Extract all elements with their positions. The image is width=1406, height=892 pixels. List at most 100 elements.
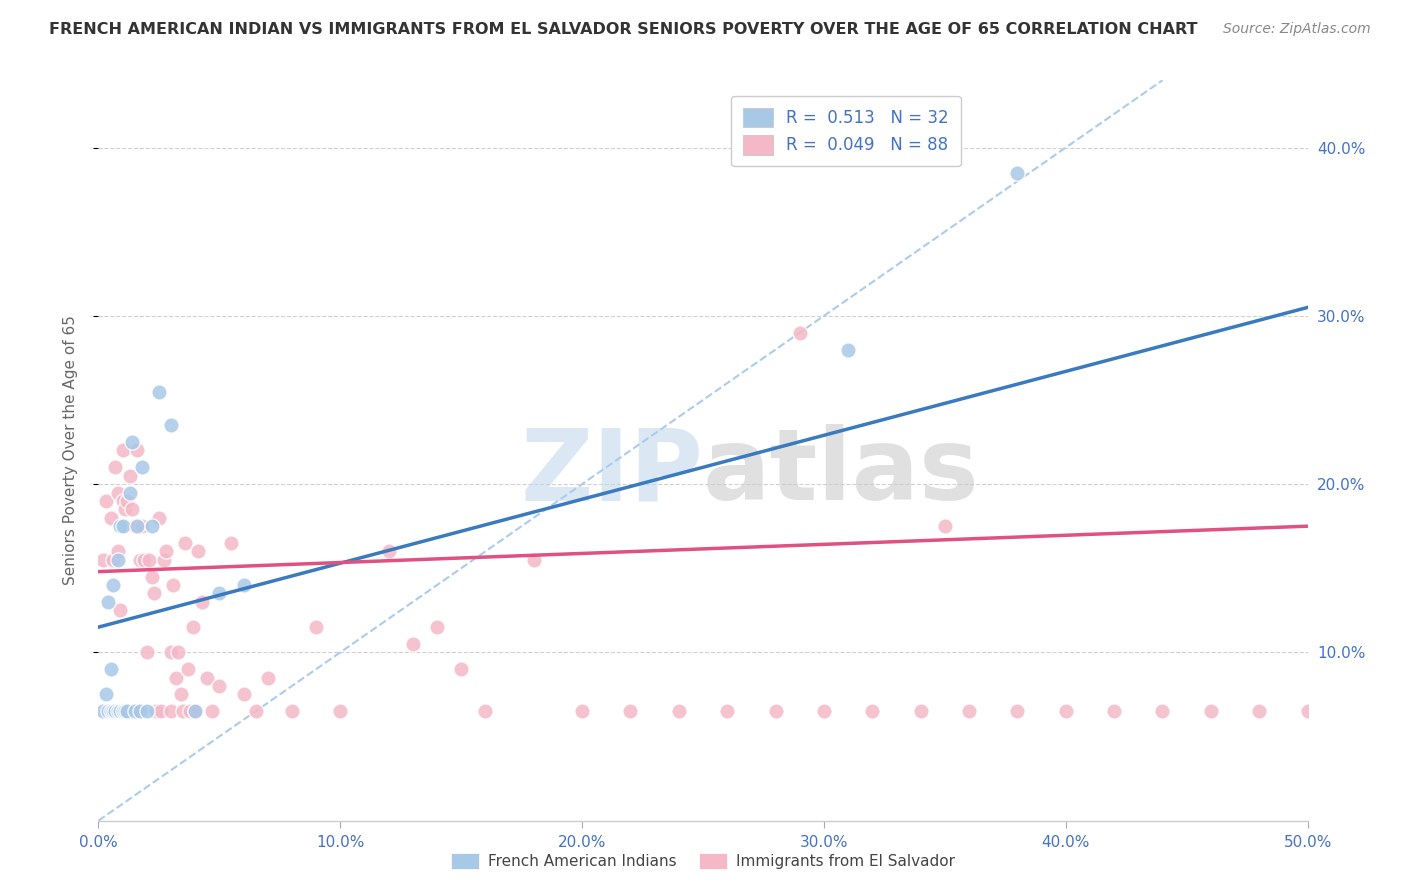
Point (117, 704, 139, 718)
Point (232, 688, 254, 702)
Point (245, 704, 267, 718)
Point (668, 704, 690, 718)
Point (101, 704, 124, 718)
Point (108, 704, 131, 718)
Point (135, 704, 157, 718)
Point (94, 704, 117, 718)
Point (107, 553, 129, 567)
Point (97, 704, 120, 718)
Point (124, 704, 146, 718)
Point (191, 595, 214, 609)
Point (108, 704, 131, 718)
Point (114, 502, 136, 516)
Point (195, 671, 218, 685)
Point (107, 704, 129, 718)
Point (187, 544, 209, 558)
Point (134, 553, 156, 567)
Point (124, 519, 146, 533)
Point (1296, 704, 1319, 718)
Point (179, 704, 201, 718)
Point (111, 494, 134, 508)
Point (141, 519, 163, 533)
Point (1102, 704, 1125, 718)
Point (107, 704, 129, 718)
Point (305, 620, 328, 634)
Point (145, 704, 167, 718)
Legend: French American Indians, Immigrants from El Salvador: French American Indians, Immigrants from… (444, 847, 962, 875)
Point (111, 443, 134, 458)
Point (426, 620, 449, 634)
Point (143, 586, 166, 600)
Point (127, 704, 149, 718)
Point (571, 704, 593, 718)
Point (127, 519, 149, 533)
Point (152, 553, 174, 567)
Point (104, 704, 127, 718)
Point (118, 704, 141, 718)
Point (97, 595, 120, 609)
Point (107, 485, 129, 500)
Y-axis label: Seniors Poverty Over the Age of 65: Seniors Poverty Over the Age of 65 (63, 316, 77, 585)
Point (169, 688, 191, 702)
Point (160, 704, 183, 718)
Point (100, 704, 122, 718)
Point (141, 569, 163, 583)
Point (100, 662, 122, 676)
Point (860, 704, 883, 718)
Text: FRENCH AMERICAN INDIAN VS IMMIGRANTS FROM EL SALVADOR SENIORS POVERTY OVER THE A: FRENCH AMERICAN INDIAN VS IMMIGRANTS FRO… (49, 22, 1198, 37)
Point (104, 460, 127, 475)
Text: ZIP: ZIP (520, 425, 703, 521)
Point (131, 519, 153, 533)
Point (100, 510, 122, 524)
Point (1152, 704, 1174, 718)
Point (619, 704, 641, 718)
Point (450, 662, 472, 676)
Point (523, 553, 546, 567)
Point (101, 553, 124, 567)
Point (232, 578, 254, 592)
Point (1199, 704, 1222, 718)
Point (837, 343, 859, 357)
Legend: R =  0.513   N = 32, R =  0.049   N = 88: R = 0.513 N = 32, R = 0.049 N = 88 (731, 96, 960, 166)
Point (148, 384, 170, 399)
Point (127, 443, 149, 458)
Point (91, 553, 114, 567)
Text: Source: ZipAtlas.com: Source: ZipAtlas.com (1223, 22, 1371, 37)
Point (111, 519, 134, 533)
Point (91, 704, 114, 718)
Point (221, 536, 243, 550)
Point (377, 544, 399, 558)
Point (107, 544, 129, 558)
Point (184, 704, 207, 718)
Point (101, 704, 124, 718)
Point (934, 519, 956, 533)
Point (765, 704, 787, 718)
Point (716, 704, 738, 718)
Point (117, 704, 139, 718)
Point (101, 578, 124, 592)
Point (1249, 704, 1271, 718)
Point (160, 418, 183, 433)
Point (184, 704, 207, 718)
Point (402, 637, 425, 651)
Text: atlas: atlas (703, 425, 980, 521)
Point (118, 468, 141, 483)
Point (910, 704, 932, 718)
Point (121, 435, 143, 450)
Point (256, 671, 278, 685)
Point (813, 704, 835, 718)
Point (329, 704, 352, 718)
Point (957, 704, 980, 718)
Point (160, 645, 183, 659)
Point (138, 553, 160, 567)
Point (97, 704, 120, 718)
Point (104, 704, 127, 718)
Point (150, 704, 173, 718)
Point (118, 485, 141, 500)
Point (789, 326, 811, 340)
Point (111, 704, 134, 718)
Point (1007, 166, 1029, 180)
Point (177, 662, 200, 676)
Point (100, 704, 122, 718)
Point (124, 704, 146, 718)
